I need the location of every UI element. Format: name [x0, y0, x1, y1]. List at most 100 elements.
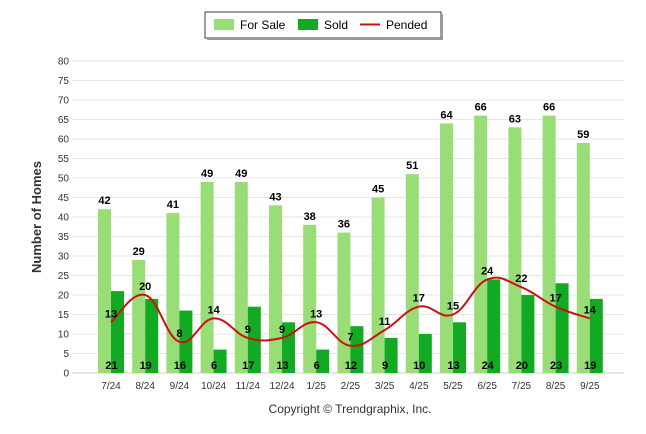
label-for-sale: 36 [338, 219, 350, 231]
label-pended: 14 [584, 304, 597, 316]
label-sold: 13 [276, 360, 288, 372]
legend-label-sold: Sold [324, 18, 348, 32]
bar-sold [589, 298, 603, 373]
y-tick-label: 20 [58, 291, 70, 302]
bar-sold [384, 337, 398, 373]
label-sold: 19 [140, 360, 152, 372]
label-for-sale: 66 [543, 102, 555, 114]
label-for-sale: 42 [98, 195, 110, 207]
x-tick-label: 10/24 [201, 381, 226, 392]
bar-sold [213, 349, 227, 373]
bar-for-sale [542, 115, 556, 373]
x-tick-label: 8/24 [135, 381, 155, 392]
label-for-sale: 59 [577, 129, 589, 141]
x-tick-label: 11/24 [236, 381, 261, 392]
label-sold: 24 [482, 360, 495, 372]
x-tick-label: 9/24 [170, 381, 190, 392]
label-for-sale: 49 [235, 168, 247, 180]
y-tick-label: 10 [58, 330, 70, 341]
x-axis-ticks: 7/24 8/24 9/24 10/24 11/24 12/24 1/25 2/25 3/25 4… [101, 381, 600, 392]
y-tick-label: 15 [58, 310, 70, 321]
legend-swatch-sold [298, 19, 318, 30]
bar-sold [145, 298, 159, 373]
data-labels: 4221291941164964917431338636124595110641… [98, 102, 596, 372]
y-tick-label: 50 [58, 174, 70, 185]
y-axis-label: Number of Homes [29, 161, 44, 273]
bar-for-sale [371, 197, 385, 373]
label-for-sale: 43 [269, 191, 281, 203]
label-for-sale: 51 [406, 160, 418, 172]
bar-for-sale [337, 232, 351, 373]
x-tick-label: 8/25 [546, 381, 566, 392]
y-axis-ticks: 0 5 10 15 20 25 30 35 40 45 50 55 60 65 70 75 80 [58, 57, 70, 380]
bar-for-sale [576, 142, 590, 373]
y-tick-label: 45 [58, 193, 70, 204]
legend-swatch-for-sale [214, 19, 234, 30]
x-tick-label: 5/25 [443, 381, 463, 392]
bar-for-sale [474, 115, 488, 373]
bar-sold [418, 334, 432, 373]
bar-sold [282, 322, 295, 373]
label-pended: 11 [379, 316, 391, 328]
bar-for-sale [132, 259, 146, 373]
y-tick-label: 60 [58, 135, 70, 146]
label-pended: 14 [207, 304, 220, 316]
y-tick-label: 55 [58, 154, 70, 165]
y-tick-label: 30 [58, 252, 70, 263]
label-for-sale: 29 [133, 246, 145, 258]
label-for-sale: 66 [475, 102, 487, 114]
label-sold: 12 [345, 360, 357, 372]
copyright: Copyright © Trendgraphix, Inc. [269, 402, 432, 416]
label-for-sale: 49 [201, 168, 213, 180]
y-tick-label: 0 [63, 369, 69, 380]
label-pended: 9 [245, 324, 251, 336]
legend: For Sale Sold Pended [204, 11, 443, 40]
label-for-sale: 63 [509, 113, 521, 125]
label-for-sale: 45 [372, 184, 384, 196]
label-pended: 17 [413, 293, 425, 305]
x-tick-label: 7/25 [512, 381, 532, 392]
x-tick-label: 1/25 [306, 381, 326, 392]
label-sold: 13 [447, 360, 459, 372]
y-tick-label: 70 [58, 96, 70, 107]
label-for-sale: 41 [167, 199, 179, 211]
label-sold: 9 [382, 360, 388, 372]
bar-sold [487, 279, 501, 373]
bar-for-sale [440, 123, 453, 374]
bar-for-sale [166, 213, 180, 373]
label-sold: 21 [105, 360, 117, 372]
label-pended: 22 [515, 273, 527, 285]
bar-for-sale [303, 224, 317, 373]
label-pended: 15 [447, 301, 459, 313]
bar-for-sale [269, 205, 282, 373]
bar-for-sale [98, 209, 111, 373]
label-for-sale: 64 [440, 109, 453, 121]
label-pended: 13 [310, 308, 322, 320]
y-tick-label: 40 [58, 213, 70, 224]
x-tick-label: 2/25 [341, 381, 361, 392]
bar-sold [555, 283, 569, 373]
label-pended: 7 [347, 332, 353, 344]
label-pended: 13 [105, 308, 117, 320]
bar-for-sale [405, 174, 419, 373]
legend-shadow-side [441, 14, 443, 40]
x-tick-label: 3/25 [375, 381, 395, 392]
legend-label-pended: Pended [386, 18, 427, 32]
y-tick-label: 80 [58, 57, 70, 68]
bar-sold [316, 349, 330, 373]
label-pended: 8 [176, 328, 182, 340]
x-tick-label: 9/25 [580, 381, 600, 392]
label-sold: 23 [550, 360, 562, 372]
bar-for-sale [200, 181, 214, 373]
label-for-sale: 38 [304, 211, 316, 223]
x-tick-label: 6/25 [477, 381, 497, 392]
label-sold: 17 [242, 360, 254, 372]
y-tick-label: 35 [58, 232, 70, 243]
label-pended: 9 [279, 324, 285, 336]
bar-sold [521, 295, 535, 373]
label-pended: 17 [549, 293, 561, 305]
label-sold: 20 [516, 360, 528, 372]
x-tick-label: 12/24 [269, 381, 294, 392]
x-tick-label: 7/24 [101, 381, 121, 392]
